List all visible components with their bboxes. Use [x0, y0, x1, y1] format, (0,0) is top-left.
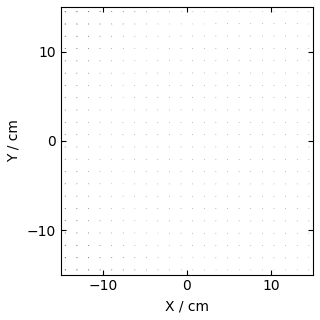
Y-axis label: Y / cm: Y / cm: [7, 119, 21, 162]
X-axis label: X / cm: X / cm: [165, 299, 209, 313]
